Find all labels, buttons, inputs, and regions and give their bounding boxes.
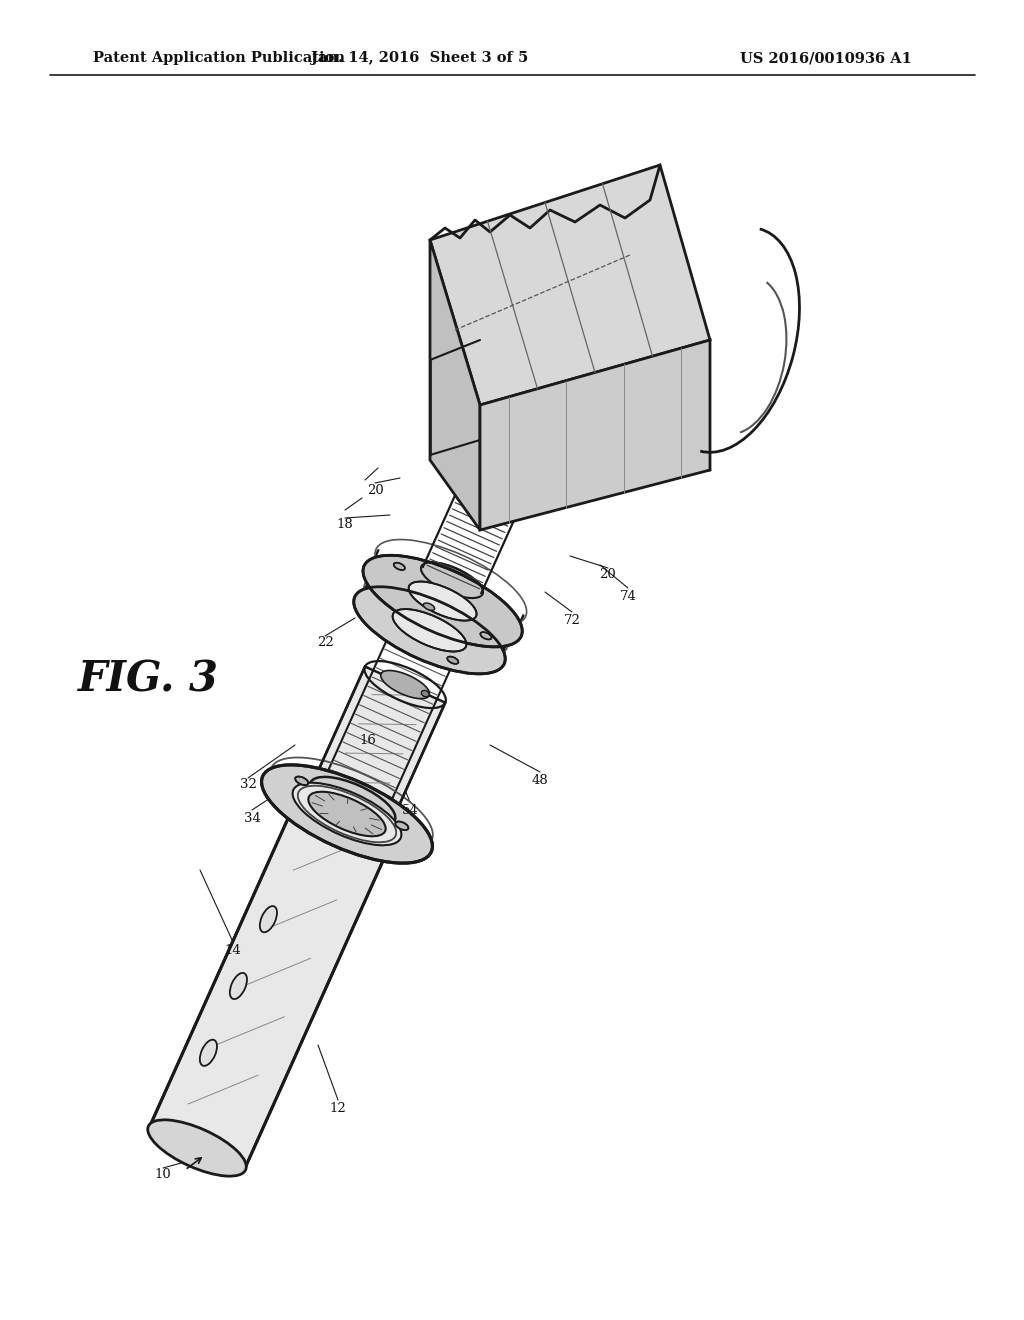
Text: 18: 18 [337,519,353,532]
Text: 16: 16 [359,734,377,747]
Polygon shape [312,667,445,820]
Text: 12: 12 [330,1101,346,1114]
Ellipse shape [392,609,466,652]
Polygon shape [480,341,710,531]
Polygon shape [430,240,480,531]
Text: 34: 34 [244,812,260,825]
Ellipse shape [393,562,404,570]
Ellipse shape [293,783,401,845]
Text: 10: 10 [155,1168,171,1181]
Text: Patent Application Publication: Patent Application Publication [93,51,345,65]
Text: 54: 54 [401,804,419,817]
Text: 20: 20 [600,569,616,582]
Text: 14: 14 [224,944,242,957]
Ellipse shape [423,603,434,610]
Ellipse shape [261,764,432,863]
Text: 32: 32 [240,779,256,792]
Polygon shape [150,805,389,1170]
Text: 20: 20 [367,483,383,496]
Ellipse shape [421,562,483,598]
Ellipse shape [200,1040,217,1065]
Ellipse shape [308,792,386,837]
Ellipse shape [409,582,476,620]
Text: US 2016/0010936 A1: US 2016/0010936 A1 [740,51,912,65]
Text: 64: 64 [571,444,589,457]
Text: 74: 74 [620,590,637,602]
Ellipse shape [395,821,409,830]
Text: 72: 72 [563,614,581,627]
Polygon shape [430,165,710,405]
Ellipse shape [362,556,522,647]
Ellipse shape [260,906,278,932]
Ellipse shape [295,776,308,785]
Ellipse shape [310,777,395,826]
Text: 22: 22 [316,636,334,649]
Ellipse shape [147,1119,247,1176]
Text: Jan. 14, 2016  Sheet 3 of 5: Jan. 14, 2016 Sheet 3 of 5 [311,51,528,65]
Ellipse shape [480,632,492,639]
Ellipse shape [229,973,247,999]
Text: FIG. 3: FIG. 3 [78,659,218,701]
Text: 48: 48 [531,774,549,787]
Ellipse shape [421,690,429,697]
Ellipse shape [447,656,459,664]
Ellipse shape [381,671,429,698]
Ellipse shape [353,587,505,673]
